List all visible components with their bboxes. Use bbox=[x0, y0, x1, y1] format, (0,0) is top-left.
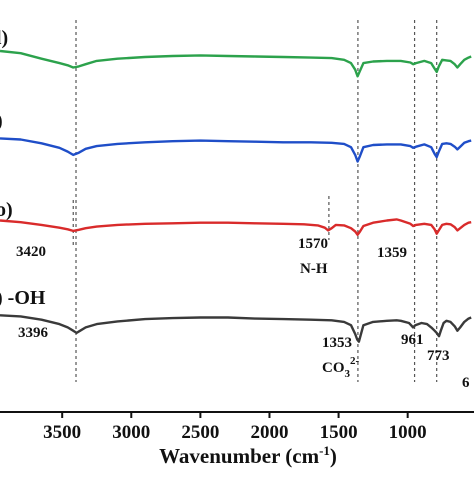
x-tick-label-3000: 3000 bbox=[112, 422, 150, 443]
annotation-co3-base: CO bbox=[322, 360, 345, 376]
series-line-3 bbox=[0, 218, 472, 236]
annotation-773: 773 bbox=[427, 348, 450, 364]
x-axis-title: Wavenumber (cm-1) bbox=[159, 443, 337, 468]
x-axis-title-main: Wavenumber (cm bbox=[159, 444, 320, 468]
x-tick-label-1500: 1500 bbox=[320, 422, 358, 443]
annotation-nh: N-H bbox=[300, 261, 328, 277]
annotations: 3420 1570 N-H 1359 3396 1353 CO32- 961 7… bbox=[16, 236, 470, 391]
x-tick-label-3500: 3500 bbox=[43, 422, 81, 443]
series-line-1 bbox=[0, 49, 472, 78]
x-tick-label-2500: 2500 bbox=[181, 422, 219, 443]
annotation-961: 961 bbox=[401, 332, 424, 348]
panel-label-4: ) -OH bbox=[0, 287, 46, 309]
annotation-co3-sub: 3 bbox=[345, 368, 351, 380]
annotation-co3-sup: 2- bbox=[350, 355, 360, 367]
x-ticks: 3500 3000 2500 2000 1500 1000 bbox=[43, 412, 427, 443]
series-layer bbox=[0, 49, 472, 343]
annotation-3396: 3396 bbox=[18, 325, 49, 341]
annotation-1359: 1359 bbox=[377, 245, 407, 261]
series-line-4 bbox=[0, 314, 472, 343]
reference-lines bbox=[72, 20, 438, 382]
x-tick-label-2000: 2000 bbox=[250, 422, 288, 443]
x-axis-title-sup: -1 bbox=[319, 443, 330, 458]
annotation-3420: 3420 bbox=[16, 244, 46, 260]
annotation-co3: CO32- bbox=[322, 355, 360, 380]
annotation-6: 6 bbox=[462, 375, 470, 391]
panel-label-2: ) bbox=[0, 110, 3, 132]
x-tick-label-1000: 1000 bbox=[389, 422, 427, 443]
annotation-1353: 1353 bbox=[322, 335, 352, 351]
annotation-1570: 1570 bbox=[298, 236, 328, 252]
panel-label-1: l) bbox=[0, 27, 8, 49]
panel-labels: l)) o) ) -OH bbox=[0, 27, 46, 309]
series-line-2 bbox=[0, 137, 472, 163]
x-axis-title-close: ) bbox=[330, 444, 337, 468]
panel-label-3: o) bbox=[0, 199, 13, 221]
x-axis: 3500 3000 2500 2000 1500 1000 Wavenumber (cm-… bbox=[0, 411, 474, 468]
